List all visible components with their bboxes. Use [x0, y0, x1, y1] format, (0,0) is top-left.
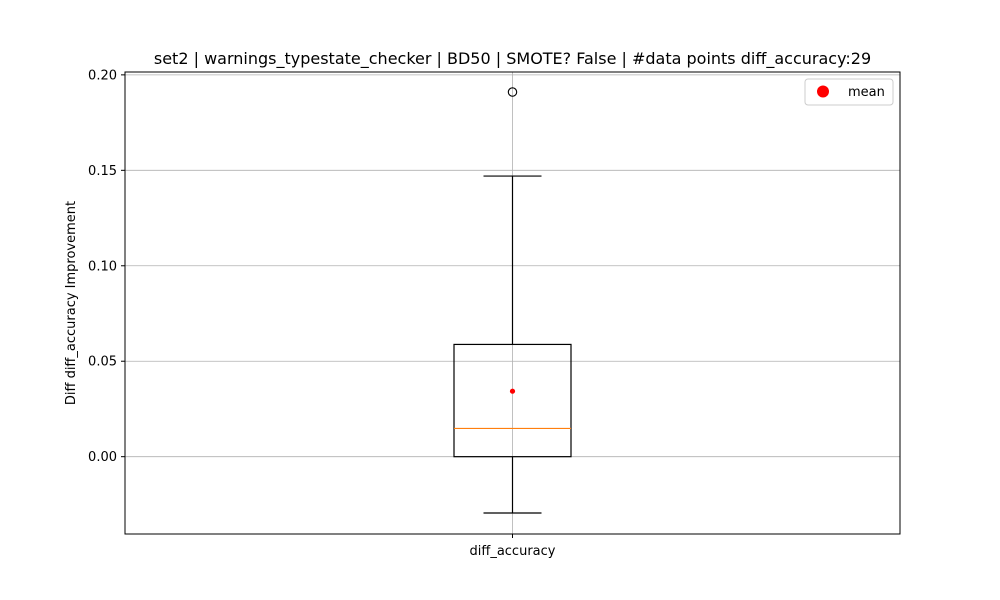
chart-title: set2 | warnings_typestate_checker | BD50…	[154, 49, 871, 69]
outlier-point	[507, 87, 518, 97]
y-axis: 0.00 0.05 0.10 0.15 0.20	[88, 68, 125, 465]
legend-mean-label: mean	[848, 85, 885, 100]
y-tick-label: 0.10	[88, 259, 117, 274]
box-plot-series	[453, 87, 572, 514]
y-tick-label: 0.00	[88, 450, 117, 465]
x-tick-label: diff_accuracy	[470, 544, 556, 559]
legend: mean	[804, 78, 894, 106]
legend-mean-marker	[817, 85, 829, 98]
y-axis-label: Diff diff_accuracy Improvement	[64, 201, 79, 405]
y-tick-label: 0.05	[88, 355, 117, 370]
mean-marker	[509, 388, 516, 394]
y-tick-label: 0.20	[88, 68, 117, 83]
legend-box	[804, 78, 894, 106]
x-axis: diff_accuracy	[470, 534, 556, 559]
y-tick-label: 0.15	[88, 164, 117, 179]
interquartile-box	[453, 343, 572, 458]
